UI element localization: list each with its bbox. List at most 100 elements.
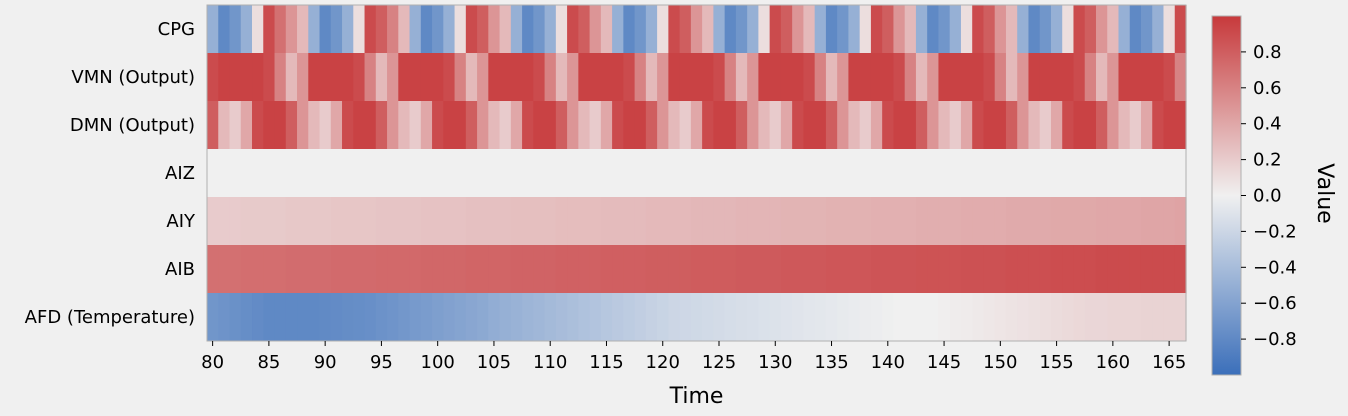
heatmap-cell	[735, 149, 748, 198]
heatmap-cell	[342, 5, 354, 54]
heatmap-cell	[702, 101, 714, 150]
heatmap-cell	[713, 293, 726, 342]
heatmap-cell	[803, 197, 816, 246]
heatmap-cell	[837, 149, 850, 198]
heatmap-cell	[1118, 293, 1131, 342]
heatmap-cell	[623, 5, 636, 54]
heatmap-cell	[533, 197, 546, 246]
heatmap-cell	[960, 149, 973, 198]
heatmap-cell	[769, 293, 782, 342]
colorbar	[1211, 15, 1242, 376]
heatmap-cell	[578, 293, 591, 342]
heatmap-cell	[735, 245, 748, 294]
heatmap-cell	[387, 197, 399, 246]
heatmap-cell	[488, 293, 501, 342]
heatmap-cell	[792, 245, 804, 294]
heatmap-cell	[1073, 5, 1086, 54]
heatmap-cell	[792, 5, 804, 54]
heatmap-cell	[499, 245, 512, 294]
x-tick-label: 105	[477, 352, 511, 373]
heatmap-cell	[398, 149, 411, 198]
heatmap-cell	[544, 53, 557, 102]
heatmap-cell	[758, 197, 771, 246]
heatmap-cell	[1140, 245, 1153, 294]
heatmap-cell	[544, 245, 557, 294]
heatmap-cell	[589, 149, 602, 198]
heatmap-cell	[870, 245, 883, 294]
heatmap-cell	[994, 101, 1007, 150]
heatmap-cell	[1017, 5, 1030, 54]
heatmap-cell	[668, 293, 681, 342]
heatmap-cell	[1163, 293, 1176, 342]
heatmap-cell	[1039, 53, 1052, 102]
heatmap-cell	[1084, 5, 1097, 54]
heatmap-cell	[634, 245, 647, 294]
heatmap-cell	[904, 293, 917, 342]
heatmap-cell	[758, 293, 771, 342]
heatmap-cell	[814, 197, 827, 246]
heatmap-cell	[443, 149, 456, 198]
heatmap-cell	[263, 245, 276, 294]
heatmap-cell	[1174, 5, 1187, 54]
heatmap-cell	[544, 197, 557, 246]
heatmap-cell	[420, 53, 433, 102]
heatmap-cell	[1107, 149, 1120, 198]
heatmap-cell	[465, 101, 478, 150]
heatmap-cell	[668, 5, 681, 54]
heatmap-cell	[229, 101, 242, 150]
heatmap-cell	[859, 53, 872, 102]
x-tick-label: 165	[1152, 352, 1186, 373]
heatmap-cell	[1005, 53, 1018, 102]
heatmap-cell	[274, 149, 287, 198]
heatmap-cell	[904, 53, 917, 102]
heatmap-cell	[747, 101, 759, 150]
heatmap-cell	[972, 101, 985, 150]
heatmap-cell	[443, 101, 456, 150]
heatmap-cell	[285, 149, 298, 198]
heatmap-cell	[1174, 101, 1187, 150]
heatmap-cell	[544, 149, 557, 198]
heatmap-cell	[375, 53, 388, 102]
heatmap-cell	[454, 5, 467, 54]
heatmap-cell	[240, 5, 253, 54]
heatmap-cell	[983, 5, 996, 54]
heatmap-cell	[353, 101, 366, 150]
heatmap-cell	[814, 5, 827, 54]
heatmap-cell	[330, 293, 343, 342]
heatmap-cell	[1129, 245, 1142, 294]
heatmap-cell	[499, 53, 512, 102]
heatmap-cell	[927, 293, 940, 342]
heatmap-cell	[780, 149, 793, 198]
heatmap-cell	[1073, 293, 1086, 342]
heatmap-cell	[679, 5, 692, 54]
heatmap-cell	[398, 245, 411, 294]
heatmap-cell	[387, 53, 399, 102]
heatmap-cell	[499, 293, 512, 342]
heatmap-cell	[927, 245, 940, 294]
heatmap-cell	[1129, 101, 1142, 150]
heatmap-cell	[735, 197, 748, 246]
heatmap-cell	[274, 5, 287, 54]
heatmap-cell	[915, 293, 928, 342]
heatmap-cell	[432, 101, 444, 150]
heatmap-cell	[522, 53, 534, 102]
x-tick-label: 115	[589, 352, 623, 373]
heatmap-cell	[1118, 197, 1131, 246]
heatmap-cell	[870, 53, 883, 102]
heatmap-cell	[780, 101, 793, 150]
heatmap-cell	[983, 245, 996, 294]
x-axis-ticks: 80 85 90 95 100 105 110 115 120 125 130 135 140 145 15…	[201, 341, 1186, 373]
heatmap-cell	[454, 197, 467, 246]
heatmap-cell	[510, 149, 523, 198]
heatmap-cell	[229, 5, 242, 54]
heatmap-cell	[1118, 53, 1131, 102]
heatmap-cell	[589, 5, 602, 54]
heatmap-cell	[578, 101, 591, 150]
heatmap-cell	[1152, 5, 1165, 54]
heatmap-cell	[668, 149, 681, 198]
heatmap-cell	[465, 197, 478, 246]
heatmap-cell	[589, 293, 602, 342]
heatmap-cell	[848, 53, 861, 102]
x-tick-label: 110	[533, 352, 567, 373]
heatmap-cell	[1005, 245, 1018, 294]
